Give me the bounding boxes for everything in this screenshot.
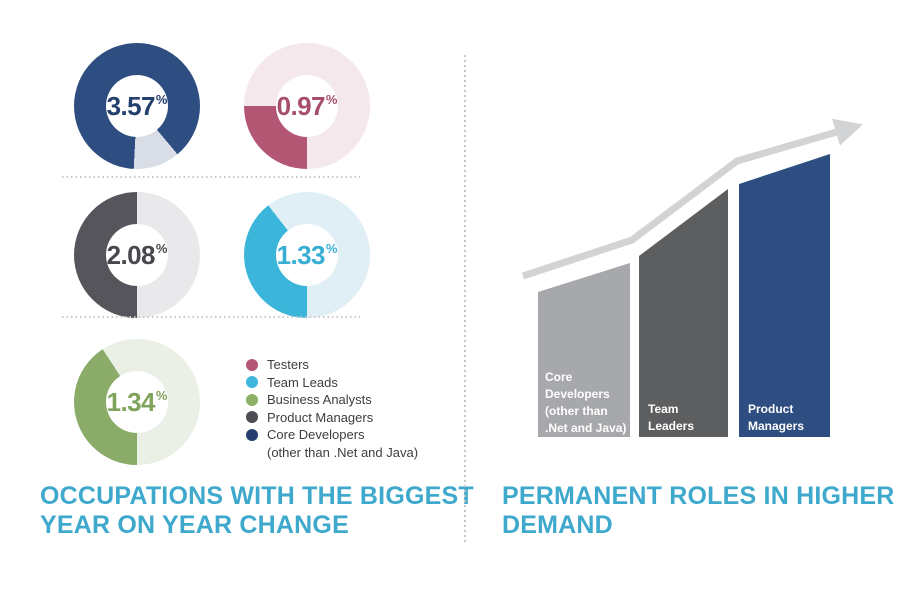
legend-item-testers: Testers [246, 356, 461, 374]
dotted-divider-horizontal [62, 316, 360, 318]
bar-core-developers-other-than-net-and-java [538, 263, 630, 437]
donut-hole [106, 371, 168, 433]
legend-label: Product Managers [267, 409, 374, 425]
donut-value-wrap: 0.97 % [244, 43, 370, 169]
legend-item-core-developers: Core Developers [246, 426, 461, 444]
donut-value-wrap: 3.57 % [74, 43, 200, 169]
legend-footnote: (other than .Net and Java) [267, 444, 419, 460]
trend-arrow-group [520, 118, 863, 284]
donut-percent-sign: % [325, 240, 338, 256]
donut-product-managers: 2.08 % [74, 192, 200, 318]
dotted-divider-horizontal [62, 176, 360, 178]
donut-value-wrap: 1.33 % [244, 192, 370, 318]
legend: Testers Team Leads Business Analysts Produc… [246, 356, 461, 461]
dotted-divider-vertical [464, 55, 466, 545]
donut-value: 3.57 [106, 90, 156, 121]
bar-label-core-developers-other-than-net-and-java: Core Developers (other than .Net and Java) [545, 370, 626, 435]
donut-business-analysts: 1.34 % [74, 339, 200, 465]
donut-percent-sign: % [325, 91, 338, 107]
bar-team-leaders [639, 189, 728, 437]
donut-percent-sign: % [155, 91, 168, 107]
trend-arrow-icon [521, 118, 863, 280]
donut-value: 0.97 [276, 90, 326, 121]
donut-value: 1.34 [106, 386, 156, 417]
legend-swatch [246, 393, 258, 406]
donut-team-leads: 1.33 % [244, 192, 370, 318]
donut-value: 1.33 [276, 239, 326, 270]
legend-label: Testers [267, 357, 309, 373]
legend-swatch [246, 411, 258, 424]
bar-label-team-leaders: Team Leaders [648, 402, 694, 433]
right-section-title: PERMANENT ROLES IN HIGHER DEMAND [502, 482, 895, 540]
donut-testers: 0.97 % [244, 43, 370, 169]
right-title-line-2: DEMAND [502, 511, 613, 539]
left-section-title: OCCUPATIONS WITH THE BIGGEST YEAR ON YEA… [40, 482, 474, 540]
donut-hole [106, 224, 168, 286]
legend-item-business-analysts: Business Analysts [246, 391, 461, 409]
legend-item-product-managers: Product Managers [246, 409, 461, 427]
legend-item-team-leads: Team Leads [246, 374, 461, 392]
legend-swatch [246, 358, 258, 371]
donut-hole [276, 224, 338, 286]
donut-hole [276, 75, 338, 137]
donut-core-developers-other-than-net-and-java: 3.57 % [74, 43, 200, 169]
donut-value-wrap: 1.34 % [74, 339, 200, 465]
bar-product-managers [739, 154, 830, 437]
legend-swatch [246, 376, 258, 389]
bar-chart: Core Developers (other than .Net and Java) T… [520, 118, 863, 437]
left-title-line-1: OCCUPATIONS WITH THE BIGGEST [40, 482, 474, 510]
legend-swatch [246, 428, 258, 441]
donut-hole [106, 75, 168, 137]
legend-rows: Testers Team Leads Business Analysts Produc… [246, 356, 461, 444]
right-title-line-1: PERMANENT ROLES IN HIGHER [502, 482, 895, 510]
donut-value-wrap: 2.08 % [74, 192, 200, 318]
donut-percent-sign: % [155, 387, 168, 403]
bar-label-product-managers: Product Managers [748, 402, 804, 433]
donut-value: 2.08 [106, 239, 156, 270]
legend-label: Business Analysts [267, 392, 372, 408]
donut-percent-sign: % [155, 240, 168, 256]
legend-label: Core Developers [267, 427, 365, 443]
bars-group: Core Developers (other than .Net and Java) T… [538, 154, 830, 437]
left-title-line-2: YEAR ON YEAR CHANGE [40, 511, 349, 539]
legend-label: Team Leads [267, 374, 338, 390]
